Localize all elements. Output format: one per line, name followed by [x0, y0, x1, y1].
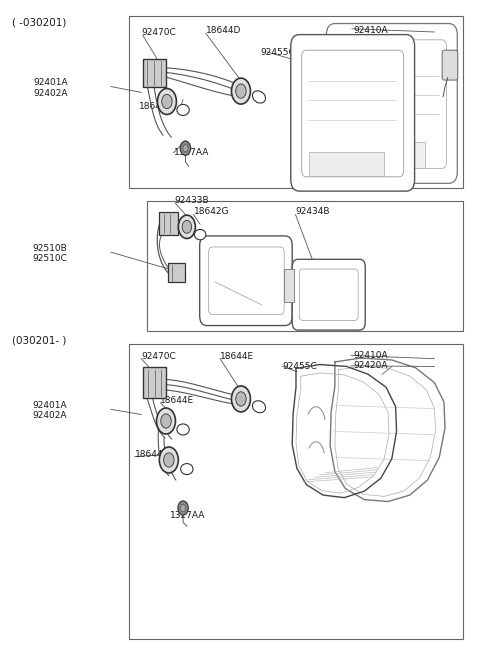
Circle shape: [179, 215, 195, 238]
Circle shape: [183, 145, 188, 152]
Circle shape: [157, 88, 177, 115]
FancyBboxPatch shape: [300, 269, 358, 320]
Circle shape: [231, 78, 251, 104]
Ellipse shape: [177, 104, 189, 115]
Bar: [143, 59, 166, 87]
FancyBboxPatch shape: [337, 40, 446, 168]
Text: ( -030201): ( -030201): [12, 17, 67, 28]
Text: (030201- ): (030201- ): [12, 335, 67, 345]
Bar: [143, 367, 166, 398]
Text: 92420A: 92420A: [353, 362, 387, 370]
Circle shape: [236, 84, 246, 98]
Ellipse shape: [177, 424, 189, 435]
Ellipse shape: [252, 401, 265, 413]
Circle shape: [156, 408, 176, 434]
FancyBboxPatch shape: [209, 247, 284, 314]
Text: 92402A: 92402A: [34, 88, 68, 98]
Text: 92433B: 92433B: [175, 196, 209, 206]
Bar: [147, 201, 463, 331]
Text: 92470C: 92470C: [141, 352, 176, 361]
Text: 1327AA: 1327AA: [170, 512, 205, 520]
Text: 18644E: 18644E: [220, 352, 254, 360]
FancyBboxPatch shape: [442, 50, 458, 80]
FancyBboxPatch shape: [200, 236, 292, 326]
Text: 92410A: 92410A: [353, 351, 387, 360]
FancyBboxPatch shape: [301, 50, 404, 177]
Bar: [284, 269, 294, 301]
Circle shape: [164, 453, 174, 467]
Text: 92510C: 92510C: [32, 254, 67, 263]
Circle shape: [236, 392, 246, 406]
Text: 92510B: 92510B: [32, 244, 67, 253]
Circle shape: [182, 220, 192, 233]
Bar: [129, 16, 463, 188]
Text: 92434B: 92434B: [296, 208, 330, 216]
Ellipse shape: [180, 464, 193, 475]
Text: 92455C: 92455C: [260, 48, 295, 56]
Text: 18644F: 18644F: [135, 449, 168, 458]
Text: 92401A: 92401A: [34, 78, 68, 87]
Ellipse shape: [252, 91, 265, 103]
Text: 92470C: 92470C: [141, 28, 176, 37]
Circle shape: [180, 141, 191, 155]
Bar: [344, 142, 425, 168]
FancyBboxPatch shape: [326, 24, 457, 183]
Text: 92420A: 92420A: [354, 37, 388, 46]
Circle shape: [178, 501, 188, 515]
Circle shape: [231, 386, 251, 412]
Text: 92402A: 92402A: [32, 411, 67, 421]
FancyBboxPatch shape: [292, 259, 365, 330]
Circle shape: [161, 414, 171, 428]
Text: 92410A: 92410A: [354, 26, 388, 35]
Text: 18642G: 18642G: [193, 208, 229, 216]
Text: 18642G: 18642G: [139, 102, 175, 111]
Circle shape: [180, 504, 186, 512]
Text: 92455C: 92455C: [283, 362, 317, 371]
Text: 18644D: 18644D: [206, 26, 241, 35]
FancyBboxPatch shape: [291, 35, 415, 191]
Circle shape: [159, 447, 179, 473]
Bar: [129, 344, 463, 639]
Bar: [168, 263, 185, 282]
Ellipse shape: [194, 229, 206, 240]
Text: 1327AA: 1327AA: [174, 148, 209, 157]
Bar: [309, 151, 384, 176]
Circle shape: [162, 94, 172, 109]
Bar: [159, 212, 179, 235]
Text: 92401A: 92401A: [32, 401, 67, 410]
Text: 18644E: 18644E: [160, 396, 194, 405]
